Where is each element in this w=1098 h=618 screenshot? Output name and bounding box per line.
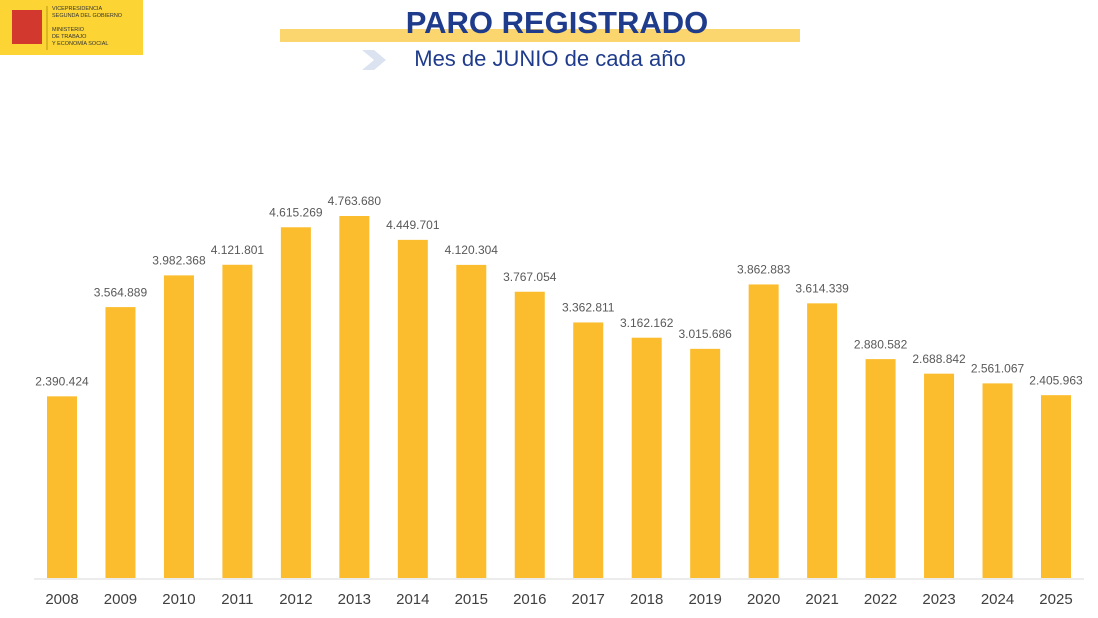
logo-text: MINISTERIO [52, 27, 85, 33]
x-tick-label: 2011 [221, 591, 253, 608]
value-label: 3.862.883 [737, 263, 791, 277]
bar [105, 307, 136, 578]
value-label: 2.405.963 [1029, 373, 1083, 387]
bar [456, 264, 487, 578]
bar [865, 359, 896, 578]
value-label: 4.121.801 [211, 243, 265, 257]
x-tick-label: 2023 [922, 591, 955, 608]
value-label: 4.615.269 [269, 205, 323, 219]
logo-text: DE TRABAJO [52, 34, 87, 40]
x-tick-label: 2014 [396, 591, 429, 608]
chart-subtitle: Mes de JUNIO de cada año [414, 46, 685, 71]
x-tick-label: 2020 [747, 591, 780, 608]
value-label: 3.767.054 [503, 270, 557, 284]
chart-title: PARO REGISTRADO [406, 5, 709, 40]
bar [924, 373, 955, 578]
value-label: 3.614.339 [795, 282, 849, 296]
bar [573, 322, 604, 578]
bar [339, 216, 370, 578]
bar [690, 348, 721, 578]
bar [748, 284, 779, 578]
x-tick-label: 2010 [162, 591, 195, 608]
value-label: 2.390.424 [35, 375, 89, 389]
bar [1040, 395, 1071, 578]
value-label: 4.449.701 [386, 218, 440, 232]
value-label: 2.561.067 [971, 362, 1025, 376]
logo-text: VICEPRESIDENCIA [52, 6, 102, 12]
value-label: 3.162.162 [620, 316, 674, 330]
bar [982, 383, 1013, 578]
x-tick-label: 2025 [1039, 591, 1072, 608]
bar [807, 303, 838, 578]
logo-text: Y ECONOMÍA SOCIAL [52, 40, 108, 47]
bar [222, 264, 253, 578]
bar [631, 337, 662, 578]
value-label: 4.120.304 [445, 243, 499, 257]
value-label: 2.688.842 [912, 352, 966, 366]
x-tick-label: 2018 [630, 591, 663, 608]
value-label: 3.564.889 [94, 285, 148, 299]
x-tick-label: 2019 [688, 591, 721, 608]
value-label: 3.015.686 [678, 327, 732, 341]
x-tick-label: 2022 [864, 591, 897, 608]
x-tick-label: 2013 [338, 591, 371, 608]
x-tick-label: 2009 [104, 591, 137, 608]
x-tick-label: 2012 [279, 591, 312, 608]
x-tick-label: 2021 [805, 591, 838, 608]
bar [47, 396, 77, 578]
value-label: 3.362.811 [562, 301, 615, 315]
x-tick-label: 2008 [45, 591, 78, 608]
x-tick-label: 2016 [513, 591, 546, 608]
title-underline [280, 29, 800, 42]
value-label: 4.763.680 [328, 194, 382, 208]
bar [514, 291, 545, 578]
logo-shield [12, 10, 42, 44]
bar [280, 227, 311, 578]
value-label: 2.880.582 [854, 337, 908, 351]
bar [397, 239, 428, 578]
x-tick-label: 2015 [455, 591, 488, 608]
x-tick-label: 2017 [572, 591, 605, 608]
bar [163, 275, 194, 578]
chevron [362, 50, 386, 70]
logo-text: SEGUNDA DEL GOBIERNO [52, 13, 123, 19]
x-tick-label: 2024 [981, 591, 1014, 608]
value-label: 3.982.368 [152, 254, 206, 268]
